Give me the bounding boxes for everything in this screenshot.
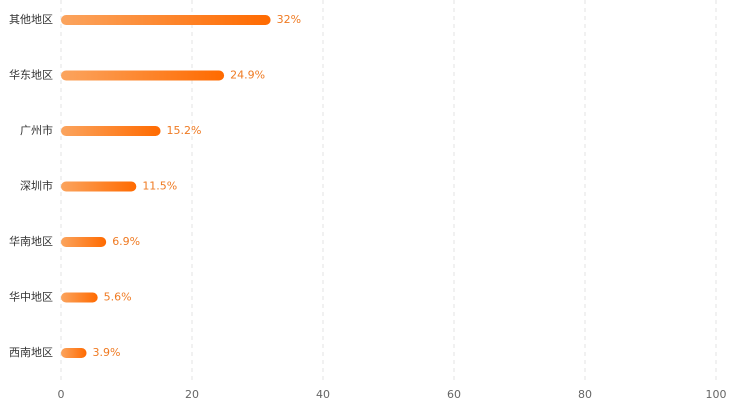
y-tick-label: 华中地区 xyxy=(9,290,53,304)
x-tick-label: 0 xyxy=(58,388,65,401)
bar xyxy=(61,15,271,25)
x-tick-label: 40 xyxy=(316,388,330,401)
bar xyxy=(61,70,225,81)
value-label: 11.5% xyxy=(142,180,177,193)
bar xyxy=(61,348,87,358)
value-label: 6.9% xyxy=(112,235,140,248)
bar xyxy=(61,126,161,136)
y-tick-label: 华东地区 xyxy=(9,68,53,82)
x-tick-label: 20 xyxy=(185,388,199,401)
bar xyxy=(61,237,107,247)
value-label: 5.6% xyxy=(104,291,132,304)
value-label: 3.9% xyxy=(93,346,121,359)
bar xyxy=(61,181,137,192)
x-tick-label: 80 xyxy=(578,388,592,401)
value-label: 24.9% xyxy=(230,69,265,82)
y-tick-label: 深圳市 xyxy=(20,179,53,193)
x-tick-label: 60 xyxy=(447,388,461,401)
y-tick-label: 华南地区 xyxy=(9,234,53,248)
value-label: 32% xyxy=(277,13,301,26)
y-tick-label: 西南地区 xyxy=(9,346,53,359)
y-tick-label: 广州市 xyxy=(20,123,53,137)
bar xyxy=(61,292,98,303)
x-tick-label: 100 xyxy=(706,388,727,401)
y-tick-label: 其他地区 xyxy=(9,13,53,26)
value-label: 15.2% xyxy=(167,124,202,137)
